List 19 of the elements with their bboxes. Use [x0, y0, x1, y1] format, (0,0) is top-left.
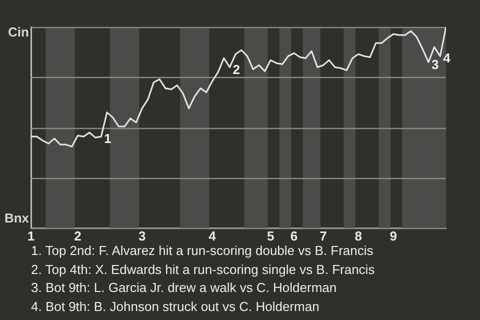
text: 3. Bot 9th: L. Garcia Jr. drew a walk vs C. Holderman — [31, 279, 338, 297]
text: Bnx — [4, 210, 30, 226]
text: 2. Top 4th: X. Edwards hit a run-scoring single vs B. Francis — [31, 260, 375, 279]
x-tick-label: 7 — [320, 228, 327, 244]
x-tick-label: 9 — [390, 228, 398, 244]
x-tick-label: 6 — [290, 228, 298, 244]
text: 1. Top 2nd: F. Alvarez hit a run-scoring double vs B. Francis — [31, 242, 374, 260]
x-tick-label: 5 — [267, 228, 274, 244]
text: 4. Bot 9th: B. Johnson struck out vs C. Holderman — [31, 298, 320, 316]
annotation: 2 — [232, 62, 240, 77]
annotation: 4 — [443, 50, 452, 66]
x-tick-label: 3 — [138, 228, 146, 244]
annotation: 3 — [431, 56, 439, 72]
annotation: 1 — [104, 131, 112, 146]
x-tick-label: 4 — [208, 228, 217, 244]
text: Cin — [8, 24, 30, 40]
x-tick-label: 2 — [74, 228, 82, 244]
x-tick-label: 1 — [27, 228, 35, 244]
x-tick-label: 8 — [354, 228, 362, 244]
